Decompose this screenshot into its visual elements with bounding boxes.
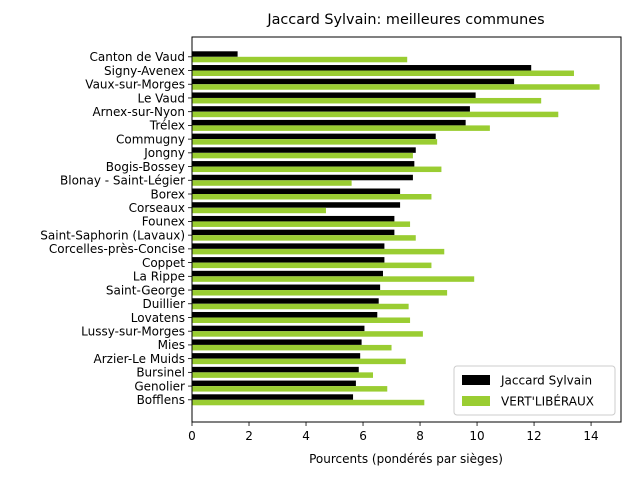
y-tick-label: Bursinel [136, 366, 185, 380]
bar-vertliberaux-3 [192, 97, 542, 104]
y-tick-label: Saint-Saphorin (Lavaux) [40, 228, 185, 242]
bar-vertliberaux-16 [192, 276, 475, 282]
bar-vertliberaux-15 [192, 262, 432, 269]
bar-vertliberaux-18 [192, 303, 409, 310]
bar-jaccard-21 [192, 339, 362, 345]
bar-jaccard-20 [192, 325, 365, 332]
bar-vertliberaux-17 [192, 290, 448, 296]
x-tick-label: 14 [583, 429, 598, 443]
bar-vertliberaux-8 [192, 166, 442, 173]
y-tick-label: Genolier [134, 379, 185, 393]
y-tick-label: Arzier-Le Muids [94, 352, 186, 366]
y-tick-label: Lussy-sur-Morges [81, 325, 185, 339]
bar-jaccard-0 [192, 51, 238, 57]
y-tick-label: Vaux-sur-Morges [85, 78, 185, 92]
bar-jaccard-23 [192, 366, 359, 373]
bar-vertliberaux-19 [192, 317, 411, 323]
y-tick-label: Mies [158, 338, 185, 352]
y-tick-label: Coppet [142, 256, 185, 270]
y-tick-label: Blonay - Saint-Légier [60, 174, 185, 188]
bar-vertliberaux-0 [192, 56, 408, 63]
x-axis-label: Pourcents (pondérés par sièges) [309, 452, 503, 466]
bar-jaccard-25 [192, 394, 354, 400]
bar-vertliberaux-10 [192, 194, 432, 200]
y-tick-label: Founex [142, 215, 185, 229]
bar-jaccard-11 [192, 202, 401, 208]
bar-jaccard-18 [192, 298, 379, 304]
legend-label: VERT'LIBÉRAUX [501, 394, 594, 409]
bar-vertliberaux-14 [192, 248, 445, 255]
bar-jaccard-3 [192, 92, 476, 98]
legend-label: Jaccard Sylvain [500, 374, 592, 388]
bar-vertliberaux-2 [192, 84, 600, 90]
bar-vertliberaux-4 [192, 111, 559, 118]
bar-jaccard-10 [192, 188, 401, 194]
y-tick-label: Borex [150, 187, 185, 201]
bar-jaccard-6 [192, 133, 436, 140]
y-tick-label: Le Vaud [137, 91, 185, 105]
axes-frame [191, 36, 622, 423]
legend-swatch-jaccard [462, 375, 490, 385]
y-tick-label: Commugny [116, 132, 185, 146]
bar-vertliberaux-22 [192, 358, 406, 365]
legend-swatch-vertliberaux [462, 396, 490, 406]
bar-vertliberaux-1 [192, 70, 574, 77]
bar-jaccard-5 [192, 119, 466, 126]
bar-vertliberaux-9 [192, 180, 352, 186]
y-tick-label: Duillier [143, 297, 186, 311]
bar-jaccard-13 [192, 229, 395, 236]
bar-jaccard-2 [192, 78, 515, 85]
bar-vertliberaux-12 [192, 221, 411, 227]
y-tick-label: Jongny [143, 146, 185, 160]
bar-jaccard-24 [192, 380, 356, 387]
chart-title: Jaccard Sylvain: meilleures communes [266, 12, 544, 28]
y-tick-label: Trélex [149, 119, 185, 133]
y-tick-label: Arnex-sur-Nyon [92, 105, 185, 119]
x-tick-label: 12 [526, 429, 541, 443]
bar-jaccard-16 [192, 270, 383, 277]
bar-jaccard-19 [192, 311, 378, 318]
y-tick-label: Bofflens [137, 393, 185, 407]
x-tick-label: 2 [245, 429, 253, 443]
x-tick-label: 4 [302, 429, 310, 443]
x-tick-label: 0 [188, 429, 196, 443]
bar-jaccard-15 [192, 257, 385, 263]
bar-jaccard-8 [192, 161, 415, 167]
y-tick-label: Corseaux [129, 201, 185, 215]
bar-vertliberaux-25 [192, 399, 425, 406]
bar-vertliberaux-7 [192, 152, 413, 159]
x-tick-label: 6 [359, 429, 367, 443]
bar-jaccard-12 [192, 215, 395, 222]
bar-vertliberaux-23 [192, 372, 374, 378]
bar-jaccard-7 [192, 147, 416, 153]
y-tick-label: Corcelles-près-Concise [49, 242, 185, 256]
legend-box [453, 365, 616, 416]
y-tick-label: Lovatens [131, 311, 185, 325]
y-tick-label: Signy-Avenex [104, 64, 185, 78]
bar-jaccard-17 [192, 284, 381, 291]
bar-jaccard-9 [192, 174, 413, 181]
x-tick-label: 8 [416, 429, 424, 443]
bar-vertliberaux-20 [192, 331, 423, 337]
bar-jaccard-4 [192, 106, 470, 112]
bar-jaccard-22 [192, 353, 361, 359]
bar-jaccard-14 [192, 243, 385, 249]
legend: Jaccard Sylvain VERT'LIBÉRAUX [453, 365, 616, 416]
bar-vertliberaux-5 [192, 125, 490, 131]
y-axis-ticks: Canton de VaudSigny-AvenexVaux-sur-Morge… [40, 50, 192, 407]
x-axis-ticks: 0 2 4 6 8 10 12 14 [188, 422, 599, 443]
y-tick-label: Saint-George [106, 283, 185, 297]
bar-vertliberaux-21 [192, 344, 392, 351]
bar-vertliberaux-6 [192, 139, 438, 145]
y-tick-label: Canton de Vaud [90, 50, 185, 64]
x-tick-label: 10 [469, 429, 484, 443]
bar-vertliberaux-11 [192, 207, 326, 214]
y-tick-label: La Rippe [133, 270, 185, 284]
y-tick-label: Bogis-Bossey [106, 160, 185, 174]
bar-vertliberaux-24 [192, 386, 388, 392]
bar-vertliberaux-13 [192, 235, 416, 241]
bar-jaccard-1 [192, 65, 532, 71]
bars-group [192, 51, 600, 406]
